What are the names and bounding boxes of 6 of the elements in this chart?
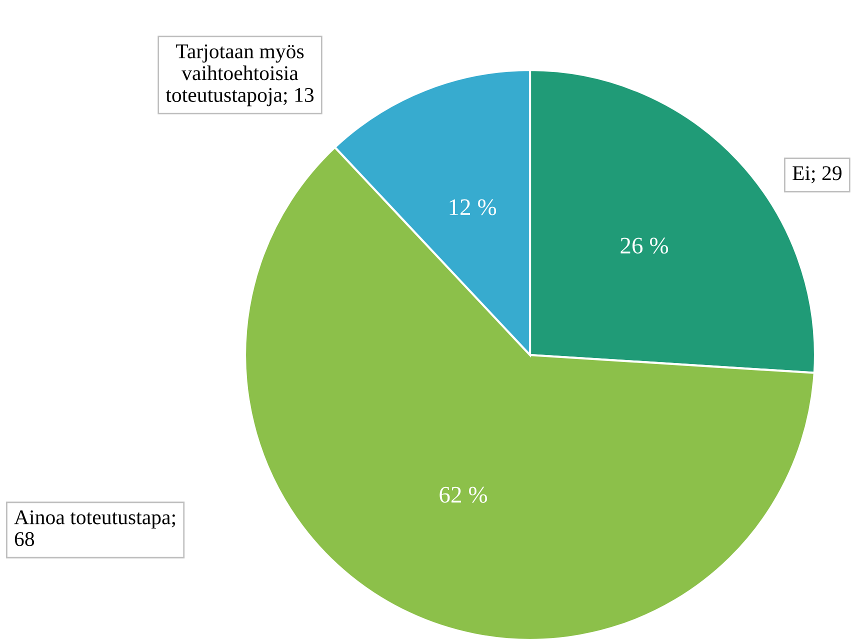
slice-label: Tarjotaan myös vaihtoehtoisia toteutustapoja; 13 bbox=[166, 44, 314, 106]
slice-label: Ainoa toteutustapa; 68 bbox=[14, 510, 175, 546]
data-label: 62 % bbox=[440, 486, 488, 503]
data-label: 26 % bbox=[620, 238, 668, 254]
slice-label: Ei; 29 bbox=[792, 166, 842, 184]
data-label: 12 % bbox=[450, 199, 496, 216]
